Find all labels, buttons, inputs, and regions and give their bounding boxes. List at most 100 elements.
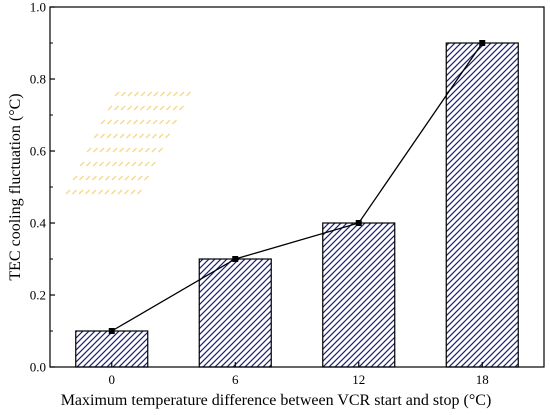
x-tick-label: 18 [476,372,489,387]
bar-18 [445,42,519,368]
watermark-stroke [93,147,98,153]
watermark-stroke [159,119,164,125]
y-tick-label: 1.0 [30,0,46,15]
watermark-stroke [79,175,84,181]
bar-0 [75,330,149,368]
watermark-stroke [85,175,91,181]
watermark-stroke [99,161,104,167]
watermark-stroke [106,147,111,153]
watermark-stroke [139,133,144,139]
watermark-stroke [137,175,143,181]
watermark-stroke [124,189,129,195]
watermark-stroke [112,147,118,153]
watermark-stroke [151,161,156,167]
watermark-stroke [152,119,158,125]
watermark-stroke [126,133,131,139]
watermark-stroke [134,91,139,97]
watermark-stroke [145,133,151,139]
trend-line-layer [108,40,486,334]
watermark-stroke [146,119,151,125]
watermark-stroke [92,161,98,167]
watermark-stroke [146,105,152,111]
watermark-stroke [153,105,158,111]
y-tick-label: 0.8 [30,72,46,87]
watermark-stroke [111,189,116,195]
watermark-stroke [165,133,170,139]
watermark-stroke [112,161,117,167]
trend-point-12 [355,220,362,226]
watermark-stroke [186,91,191,97]
x-axis: 0 6 12 18 [109,362,489,387]
watermark-stroke [119,147,124,153]
watermark-stroke [72,175,78,181]
watermark-stroke [72,189,77,195]
watermark-stroke [166,105,171,111]
watermark-stroke [111,175,117,181]
watermark-stroke [153,91,159,97]
x-axis-label: Maximum temperature difference between V… [61,392,492,409]
watermark-stroke [133,119,138,125]
watermark-stroke [119,133,125,139]
watermark-stroke [144,161,150,167]
watermark-stroke [117,189,123,195]
watermark-stroke [139,119,145,125]
watermark-stroke [130,189,136,195]
watermark-stroke [125,161,130,167]
x-tick-label: 12 [352,372,365,387]
watermark-stroke [114,91,120,97]
watermark-stroke [159,105,165,111]
y-tick-label: 0.4 [30,216,47,231]
watermark-stroke [99,147,105,153]
watermark-stroke [114,105,119,111]
watermark-stroke [179,91,185,97]
watermark-stroke [158,147,163,153]
watermark-stroke [113,133,118,139]
watermark-stroke [152,133,157,139]
watermark-stroke [166,91,172,97]
watermark-stroke [140,91,146,97]
watermark-stroke [158,133,164,139]
watermark-stroke [172,119,177,125]
watermark-stroke [86,161,91,167]
watermark-stroke [147,91,152,97]
watermark-stroke [105,161,111,167]
watermark-stroke [79,161,85,167]
watermark-stroke [121,91,126,97]
trend-point-6 [232,256,239,262]
watermark-stroke [124,175,130,181]
bars [75,42,519,368]
watermark-stroke [107,105,113,111]
watermark-stroke [93,133,99,139]
watermark-stroke [127,91,133,97]
trend-point-0 [108,328,115,334]
watermark-stroke [126,119,132,125]
watermark-stroke [138,161,143,167]
watermark-stroke [151,147,157,153]
watermark-stroke [173,91,178,97]
watermark-stroke [132,133,138,139]
watermark-stroke [118,175,123,181]
watermark-stroke [133,105,139,111]
watermark-stroke [78,189,84,195]
watermark-stroke [118,161,124,167]
watermark-stroke [65,189,71,195]
watermark-stroke [131,161,137,167]
watermark-stroke [145,147,150,153]
watermark-stroke [106,133,112,139]
watermark-stroke [144,175,149,181]
watermark-stroke [127,105,132,111]
bar-12 [322,222,396,368]
watermark-stroke [104,189,110,195]
watermark-stroke [179,105,184,111]
watermark-stroke [137,189,142,195]
watermark-stroke [92,175,97,181]
watermark-stroke [100,119,106,125]
watermark-stroke [160,91,165,97]
watermark-stroke [100,133,105,139]
watermark-stroke [86,147,92,153]
y-tick-label: 0.0 [30,360,46,375]
watermark-stroke [138,147,144,153]
y-tick-label: 0.6 [30,144,47,159]
bar-6 [198,258,272,368]
watermark-stroke [85,189,90,195]
